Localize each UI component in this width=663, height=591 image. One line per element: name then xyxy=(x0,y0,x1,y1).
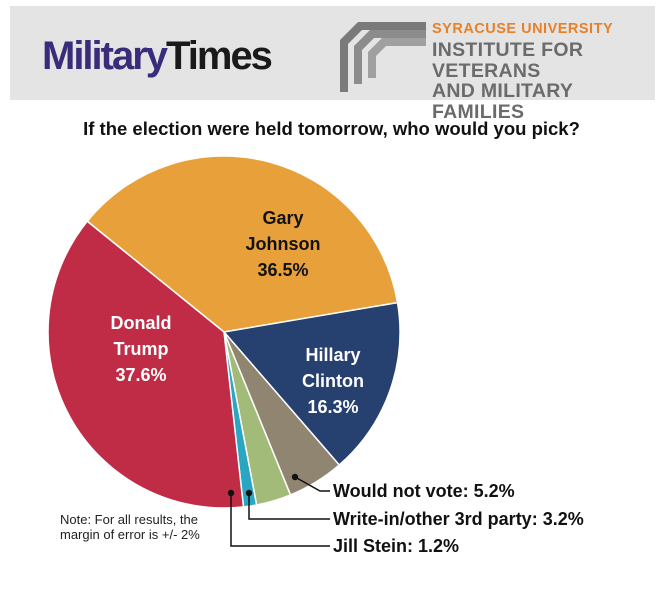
slice-label-0: Gary Johnson 36.5% xyxy=(246,208,321,280)
chart-title: If the election were held tomorrow, who … xyxy=(83,118,580,139)
partner-logo-text: SYRACUSE UNIVERSITY INSTITUTE FOR VETERA… xyxy=(432,21,655,123)
callout-dot-3 xyxy=(245,489,253,497)
logo-times: Times xyxy=(166,34,273,78)
pie-slice-1 xyxy=(222,301,401,467)
syracuse-logo-mark xyxy=(340,22,426,92)
pie-slice-5 xyxy=(47,220,245,509)
callout-label-3: Write-in/other 3rd party: 3.2% xyxy=(333,509,584,529)
slice-label-1: Hillary Clinton 16.3% xyxy=(302,345,364,417)
military-times-logo: MilitaryTimes xyxy=(42,34,273,78)
partner-line-1: SYRACUSE UNIVERSITY xyxy=(432,21,614,37)
partner-line-2: INSTITUTE FOR VETERANS xyxy=(432,39,584,82)
logo-military: Military xyxy=(42,34,168,78)
callout-dot-4 xyxy=(227,489,235,497)
callout-leader-3 xyxy=(248,493,330,520)
margin-of-error-note: Note: For all results, the margin of err… xyxy=(60,512,200,542)
callout-dot-2 xyxy=(291,473,299,481)
callout-label-4: Jill Stein: 1.2% xyxy=(333,536,459,556)
header-banner: MilitaryTimes SYRACUSE UNIVERSITY INSTIT… xyxy=(10,6,655,122)
partner-line-3: AND MILITARY FAMILIES xyxy=(432,80,573,123)
callout-leader-4 xyxy=(230,493,330,547)
slice-label-5: Donald Trump 37.6% xyxy=(111,313,172,385)
pie-slice-0 xyxy=(86,155,399,333)
callout-leader-2 xyxy=(294,476,330,492)
callout-label-2: Would not vote: 5.2% xyxy=(333,481,515,501)
